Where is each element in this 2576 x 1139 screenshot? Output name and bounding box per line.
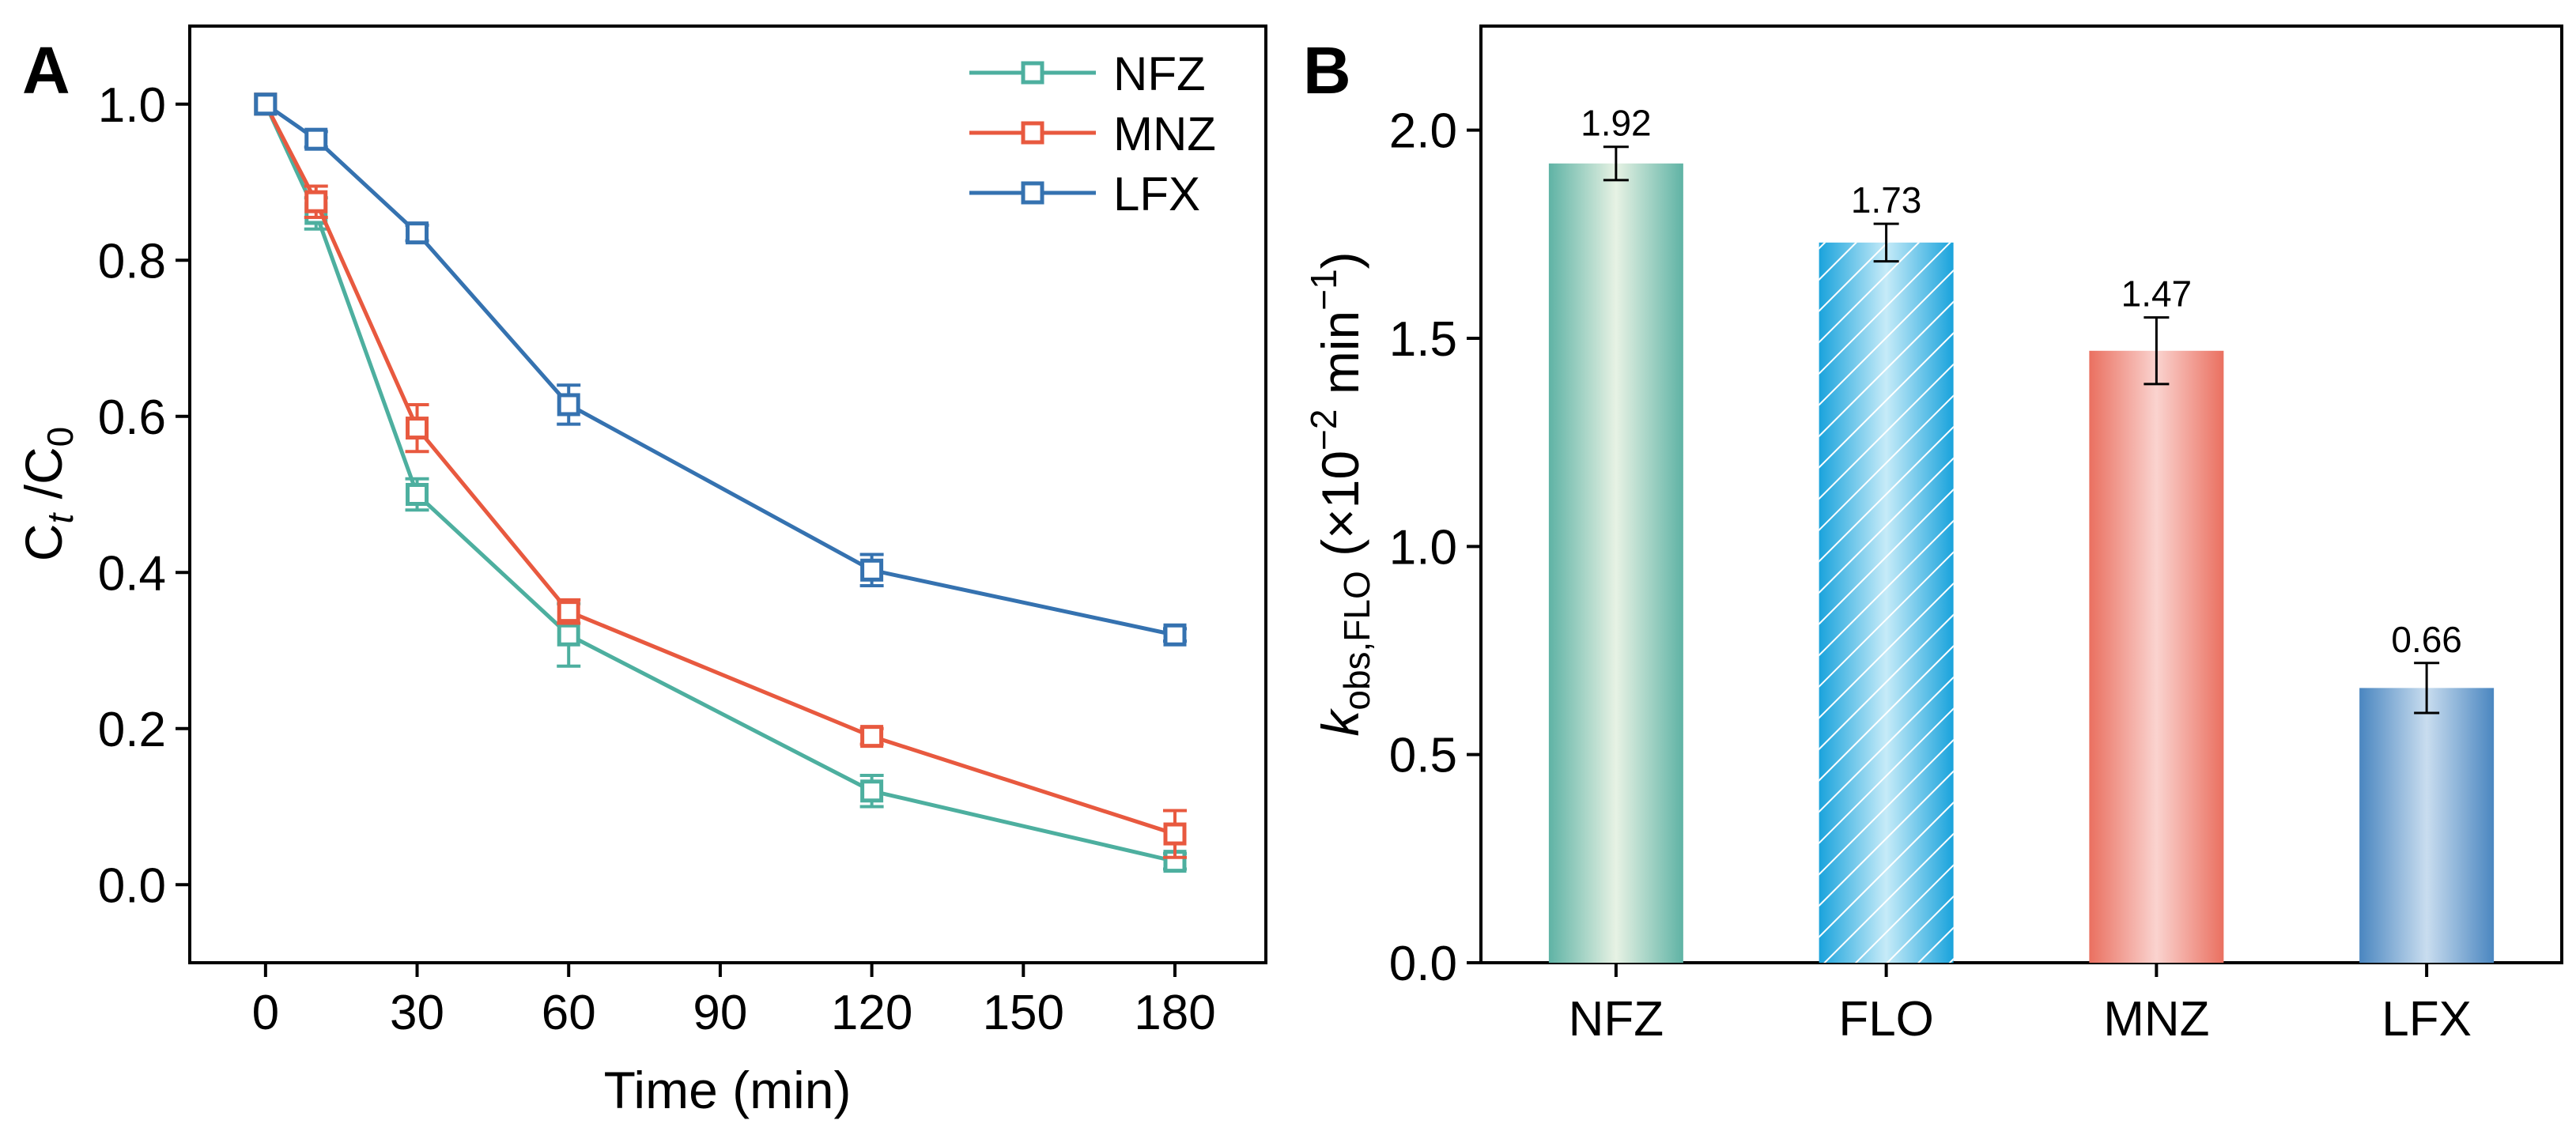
bar-mnz (2089, 350, 2224, 963)
panel-b-y-title-sup: −2 (1303, 409, 1344, 450)
legend-label: NFZ (1113, 47, 1206, 100)
bar-group-nfz: 1.92 (1548, 103, 1683, 964)
panel-b-category-label: FLO (1838, 992, 1934, 1047)
bar-group-lfx: 0.66 (2359, 619, 2495, 963)
panel-b-y-tick-label: 2.0 (1389, 104, 1457, 159)
legend-entry-mnz: MNZ (969, 107, 1216, 160)
data-point-mnz (557, 600, 580, 624)
panel-a-x-tick-label: 150 (983, 986, 1064, 1040)
panel-a-x-tick-label: 60 (542, 986, 596, 1040)
data-point-nfz (860, 779, 884, 803)
data-point-lfx (860, 558, 884, 582)
panel-a-y-tick-label: 0.4 (98, 546, 166, 601)
panel-b-y-tick-label: 1.5 (1389, 312, 1457, 367)
bar-nfz (1548, 163, 1683, 964)
panel-a-x-tick-label: 180 (1134, 986, 1215, 1040)
panel-b-label: B (1303, 33, 1351, 107)
panel-b-category-label: LFX (2381, 992, 2472, 1047)
data-point-mnz (860, 725, 884, 749)
panel-b-bar-chart: B 1.92 1.73 1.47 0.66 NFZ FLO MNZ LFX 0.0 0.5 1.0… (1303, 25, 2563, 1047)
data-point-nfz (406, 483, 429, 506)
legend-entry-nfz: NFZ (969, 47, 1206, 100)
panel-a-ticks: 0 30 60 90 120 150 180 0.0 0.2 0.4 0.6 0.8 1.0 (98, 78, 1216, 1040)
panel-b-y-title-sup2: −1 (1303, 269, 1344, 310)
panel-b-plot-frame (1479, 25, 2563, 964)
bar-lfx (2359, 688, 2495, 963)
series-lfx (254, 92, 1187, 647)
panel-a-x-tick-label: 0 (252, 986, 279, 1040)
series-line-mnz (263, 103, 1176, 836)
panel-a-legend: NFZ MNZ LFX (969, 47, 1216, 221)
panel-a-label: A (22, 33, 70, 107)
data-point-lfx (304, 127, 328, 151)
bar-hatch-flo (1819, 242, 1954, 963)
panel-b-y-tick-label: 1.0 (1389, 520, 1457, 575)
data-point-lfx (254, 92, 278, 116)
series-mnz (254, 92, 1187, 859)
panel-b-y-title-rest: (×10 (1311, 451, 1369, 571)
data-point-mnz (406, 417, 429, 440)
panel-b-category-label: MNZ (2103, 992, 2209, 1047)
panel-b-y-title-close: ) (1311, 251, 1369, 269)
bar-group-mnz: 1.47 (2089, 273, 2224, 963)
panel-b-y-title-rest2: min (1311, 311, 1369, 409)
panel-b-y-tick-label: 0.5 (1389, 729, 1457, 783)
panel-a-y-tick-label: 1.0 (98, 78, 166, 133)
panel-b-ticks: NFZ FLO MNZ LFX 0.0 0.5 1.0 1.5 2.0 (1389, 104, 2472, 1047)
panel-a-y-tick-label: 0.2 (98, 703, 166, 757)
panel-b-y-axis-title: kobs,FLO (×10−2 min−1) (1303, 251, 1377, 736)
panel-a-y-tick-label: 0.6 (98, 390, 166, 445)
panel-b-y-tick-label: 0.0 (1389, 937, 1457, 991)
panel-a-line-chart: A 0 30 60 90 120 150 180 0.0 0.2 0.4 0.6 0.8 1.0 Tim… (14, 25, 1267, 1119)
data-point-mnz (1163, 822, 1187, 846)
data-point-lfx (406, 221, 429, 245)
data-point-mnz (304, 190, 328, 213)
panel-a-y-title-sub-0: 0 (40, 427, 81, 447)
legend-label: MNZ (1113, 107, 1216, 160)
panel-a-x-tick-label: 120 (831, 986, 912, 1040)
panel-b-y-title-k: k (1311, 708, 1369, 737)
panel-a-x-axis-title: Time (min) (604, 1061, 852, 1119)
panel-a-y-title-c: C (14, 524, 73, 562)
data-point-nfz (557, 623, 580, 647)
panel-a-x-tick-label: 30 (390, 986, 444, 1040)
panel-b-y-title-sub: obs,FLO (1336, 571, 1377, 710)
legend-entry-lfx: LFX (969, 168, 1200, 221)
panel-b-category-label: NFZ (1569, 992, 1664, 1047)
panel-a-y-tick-label: 0.0 (98, 858, 166, 913)
panel-a-y-axis-title: Ct /C0 (14, 427, 81, 561)
legend-marker (1021, 181, 1044, 205)
legend-marker (1021, 121, 1044, 145)
data-point-lfx (1163, 623, 1187, 647)
legend-marker (1021, 61, 1044, 85)
panel-a-x-tick-label: 90 (693, 986, 747, 1040)
legend-label: LFX (1113, 168, 1200, 221)
bar-value-label: 1.47 (2121, 273, 2193, 315)
panel-a-y-tick-label: 0.8 (98, 234, 166, 289)
bar-group-flo: 1.73 (1819, 179, 1954, 963)
panel-a-plot-frame (188, 25, 1267, 964)
bar-value-label: 0.66 (2391, 619, 2462, 660)
panel-a-series (254, 92, 1187, 873)
data-point-lfx (557, 393, 580, 417)
panel-a-y-title-mid: /C (14, 447, 73, 513)
bar-value-label: 1.92 (1581, 103, 1652, 144)
bar-value-label: 1.73 (1851, 179, 1922, 221)
panel-a-y-title-sub-t: t (40, 512, 81, 524)
panel-b-bars: 1.92 1.73 1.47 0.66 (1548, 103, 2495, 964)
